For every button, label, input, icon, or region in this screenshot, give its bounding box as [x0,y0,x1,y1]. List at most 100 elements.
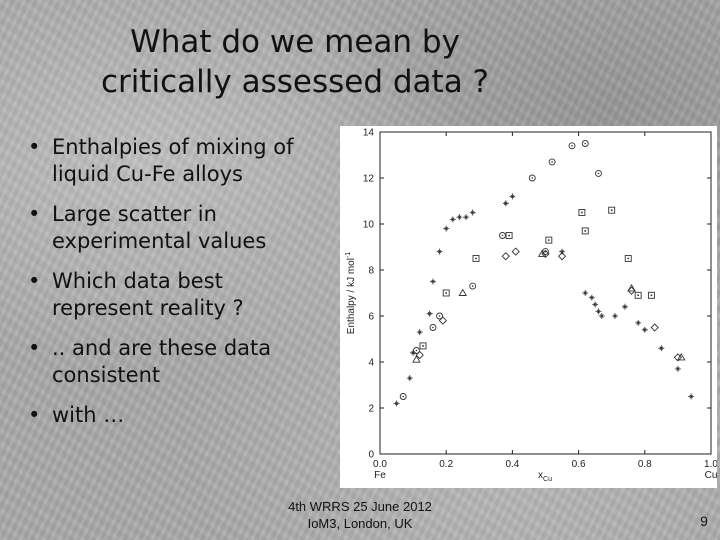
data-point [598,313,605,319]
y-axis-label-superscript: -1 [345,252,352,258]
marker-diamond [511,247,520,256]
marker-star [582,290,589,296]
data-point [426,310,433,317]
title-line-2: critically assessed data ? [100,64,490,100]
marker-dot [531,177,534,179]
marker-square [647,291,655,299]
data-point [568,142,576,150]
data-point [537,249,547,257]
data-point [429,324,437,331]
marker-circle [499,232,506,239]
marker-star [502,200,509,207]
bullet-text: experimental values [52,229,267,253]
data-point [635,319,642,326]
marker-diamond [650,323,659,332]
marker-diamond [501,252,510,261]
x-tick-sublabel: Cu [705,470,717,481]
marker-dot [422,345,424,347]
data-point [416,329,423,336]
data-point [501,252,510,261]
data-point [505,232,513,239]
marker-circle [595,169,602,177]
marker-dot [415,349,418,352]
marker-dot [597,172,600,175]
bullet-text: Enthalpies of mixing of [52,135,294,159]
data-point [528,174,536,182]
marker-star [559,248,566,255]
marker-star [410,349,417,356]
marker-square [442,289,450,297]
bullet-item: • .. and are these data consistent [26,335,326,389]
bullet-text: Large scatter in [52,202,217,226]
data-point [650,323,659,332]
marker-star [449,216,456,223]
bullet-list: • Enthalpies of mixing of liquid Cu-Fe a… [26,134,326,442]
x-tick-label: 0.8 [638,459,652,470]
data-point [463,214,470,221]
bullet-dot: • [28,135,41,159]
marker-star [641,326,648,333]
bullet-item: • Which data best represent reality ? [26,268,326,322]
data-point [582,290,589,296]
y-tick-label: 4 [368,358,374,369]
data-point [415,350,424,360]
data-point [595,308,602,315]
data-point [578,209,586,216]
y-axis-label: Enthalpy / kJ mol-1 [345,252,357,334]
marker-dot [438,315,441,317]
marker-star [426,310,433,317]
data-point [393,400,400,407]
data-point [456,214,463,221]
marker-triangle [676,353,686,361]
data-point [442,289,450,297]
x-axis-label-text: x [538,470,543,481]
slide-title: What do we mean by critically assessed d… [60,22,530,102]
marker-square [608,206,616,214]
marker-star [393,400,400,407]
data-point [443,225,450,232]
data-point [588,294,595,301]
marker-square [624,255,632,262]
data-point [612,313,619,319]
data-point [509,193,516,200]
data-point [581,140,589,147]
marker-star [635,319,642,326]
data-point [406,375,413,382]
marker-star [592,301,599,308]
x-tick-label: 0.0 [373,459,387,470]
y-tick-label: 10 [363,220,375,231]
marker-circle [412,347,420,354]
marker-dot [571,145,573,147]
x-tick-label: 0.4 [505,459,519,470]
data-point [557,252,567,261]
marker-star [674,365,681,372]
marker-dot [551,161,553,163]
data-point [641,326,648,333]
bullet-text: consistent [52,363,161,387]
bullet-text: represent reality ? [52,296,244,320]
y-tick-label: 0 [368,450,374,461]
marker-circle [429,324,437,331]
marker-triangle [627,284,636,292]
data-point [469,209,476,216]
footer-line-1: 4th WRRS 25 June 2012 [288,499,432,514]
bullet-text: .. and are these data [52,336,272,360]
page-number: 9 [700,513,708,529]
marker-circle [548,158,556,166]
marker-square [472,255,480,262]
data-point [559,248,566,255]
marker-dot [584,230,587,232]
marker-square [419,342,427,350]
marker-circle [469,282,477,290]
marker-star [463,214,470,221]
data-point [438,316,448,325]
marker-star [443,225,450,232]
marker-star [456,214,463,221]
bullet-item: • with … [26,402,326,429]
data-point [412,355,421,363]
marker-dot [501,234,504,237]
marker-dot [432,326,434,329]
bullet-text: liquid Cu-Fe alloys [52,162,243,186]
marker-square [578,209,586,216]
data-point [469,282,477,290]
